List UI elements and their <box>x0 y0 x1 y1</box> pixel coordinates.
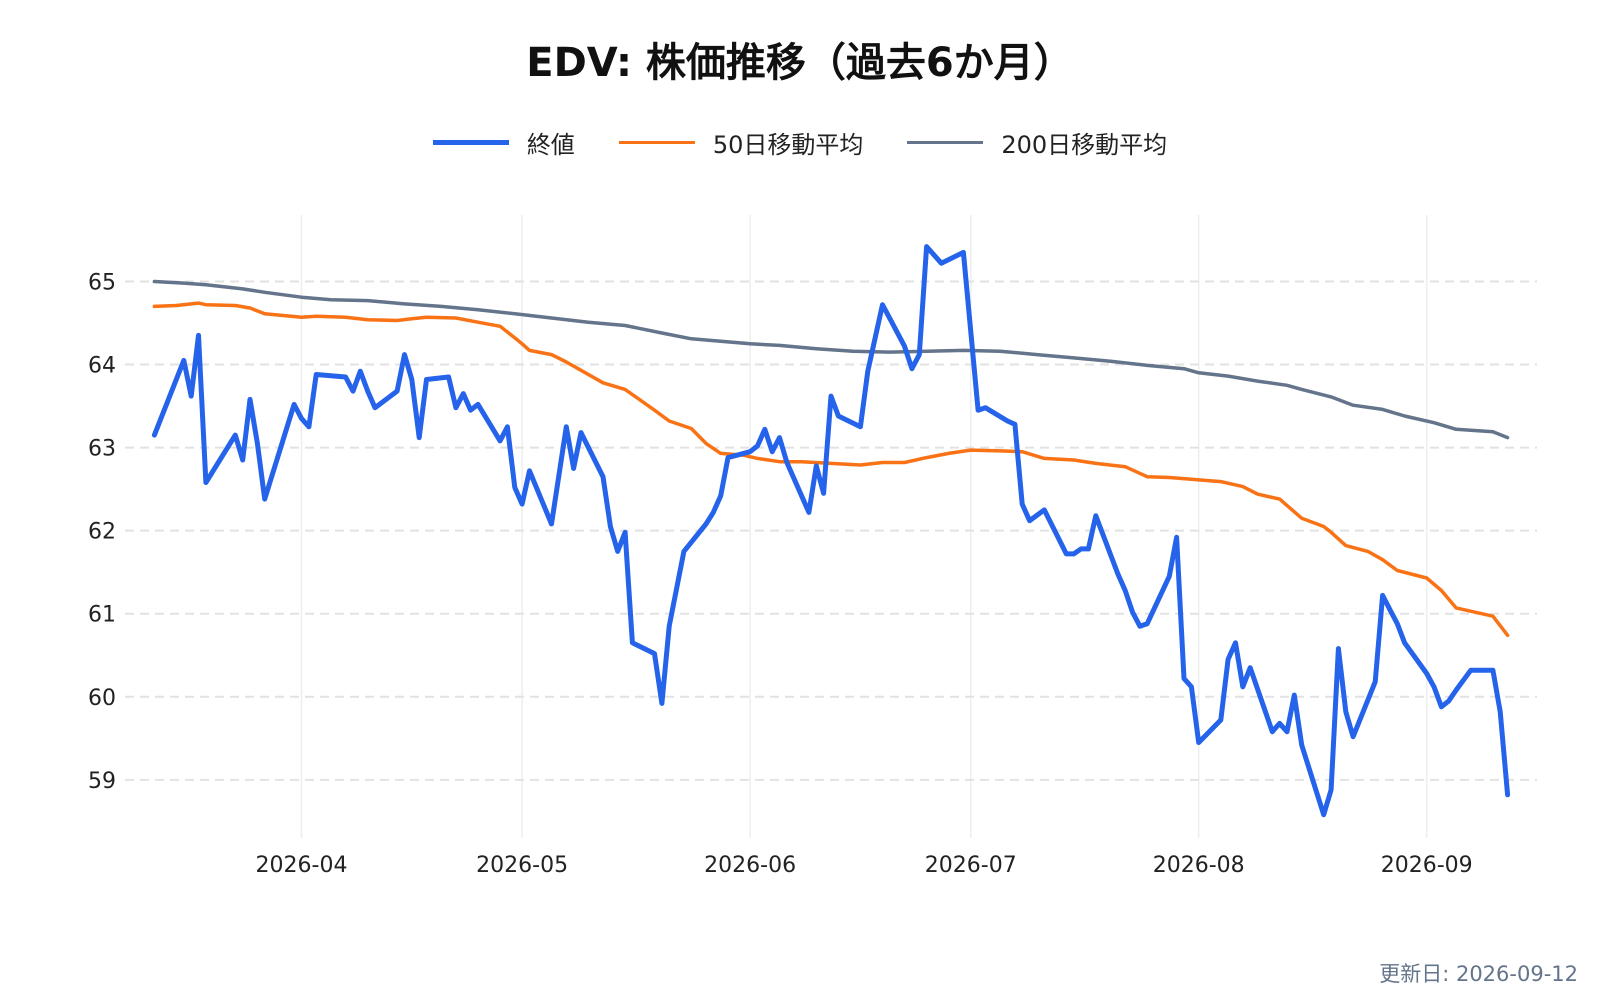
x-tick-label: 2026-04 <box>256 853 348 878</box>
chart-title: EDV: 株価推移（過去6か月） <box>526 40 1074 86</box>
legend-label-close: 終値 <box>526 131 575 159</box>
x-tick-label: 2026-07 <box>925 853 1017 878</box>
legend-item-ma200[interactable]: 200日移動平均 <box>907 125 1167 160</box>
y-tick-label: 63 <box>88 437 116 462</box>
y-tick-label: 60 <box>88 686 116 711</box>
legend-swatch-close <box>432 140 509 145</box>
close-price-line <box>151 244 1511 818</box>
y-tick-label: 61 <box>88 603 116 628</box>
chart-legend: 終値 50日移動平均 200日移動平均 <box>0 125 1600 160</box>
legend-item-ma50[interactable]: 50日移動平均 <box>618 125 864 160</box>
legend-label-ma50: 50日移動平均 <box>712 131 864 159</box>
y-tick-label: 65 <box>88 270 116 295</box>
updated-date: 更新日: 2026-09-12 <box>1379 962 1578 986</box>
series-lines <box>151 244 1511 818</box>
x-tick-label: 2026-09 <box>1381 853 1473 878</box>
y-gridlines <box>125 280 1537 781</box>
x-tick-labels: 2026-04 2026-05 2026-06 2026-07 2026-08 2026-… <box>256 853 1473 878</box>
x-tick-label: 2026-05 <box>476 853 568 878</box>
legend-item-close[interactable]: 終値 <box>432 125 575 160</box>
legend-swatch-ma200 <box>907 141 984 144</box>
y-tick-label: 59 <box>88 769 116 794</box>
ma50-line <box>152 301 1510 638</box>
x-tick-label: 2026-06 <box>704 853 796 878</box>
x-tick-label: 2026-08 <box>1153 853 1245 878</box>
y-tick-labels: 59 60 61 62 63 64 65 <box>88 270 116 793</box>
legend-label-ma200: 200日移動平均 <box>1001 131 1168 159</box>
legend-swatch-ma50 <box>618 141 695 144</box>
y-tick-label: 62 <box>88 520 116 545</box>
y-tick-label: 64 <box>88 354 116 379</box>
